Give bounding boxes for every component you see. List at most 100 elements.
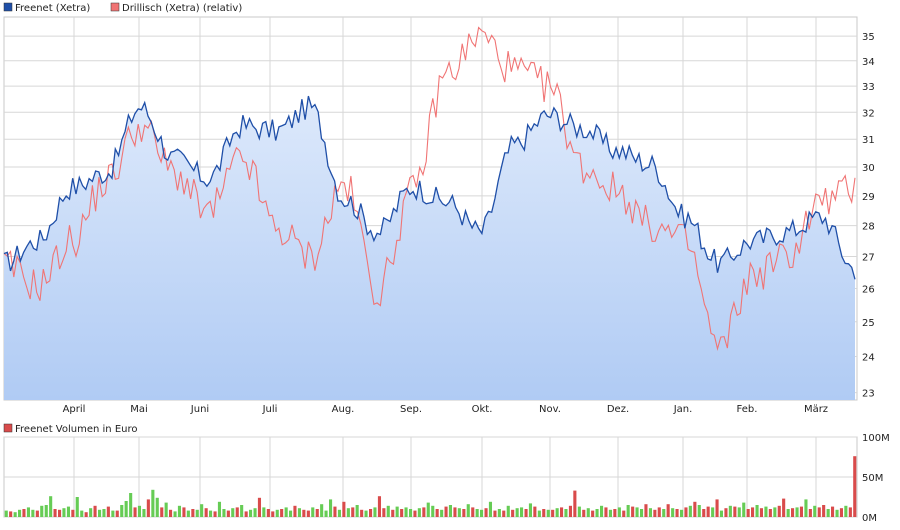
x-tick-label: März bbox=[804, 404, 828, 415]
volume-bar bbox=[497, 509, 501, 517]
volume-bar bbox=[18, 509, 22, 517]
volume-bar bbox=[80, 510, 84, 517]
volume-bar bbox=[204, 508, 208, 517]
volume-bar bbox=[631, 506, 635, 517]
volume-bar bbox=[120, 505, 124, 517]
x-tick-label: Mai bbox=[130, 404, 148, 415]
volume-bar bbox=[475, 509, 479, 517]
volume-bar bbox=[506, 505, 510, 517]
volume-bar bbox=[440, 509, 444, 517]
y-tick-label: 28 bbox=[862, 222, 875, 233]
volume-bar bbox=[826, 509, 830, 517]
volume-bar bbox=[808, 509, 812, 517]
x-tick-label: Nov. bbox=[539, 404, 561, 415]
volume-bar bbox=[93, 505, 97, 517]
volume-bar bbox=[768, 509, 772, 517]
volume-bar bbox=[151, 489, 155, 517]
volume-bar bbox=[58, 509, 62, 517]
x-tick-label: Juli bbox=[262, 404, 278, 415]
volume-bar bbox=[564, 509, 568, 517]
volume-bar bbox=[831, 506, 835, 517]
volume-bar bbox=[640, 509, 644, 517]
volume-bar bbox=[764, 506, 768, 517]
volume-bar bbox=[253, 508, 257, 517]
volume-bar bbox=[98, 509, 102, 517]
volume-bar bbox=[137, 505, 142, 517]
volume-bar bbox=[244, 511, 248, 517]
volume-bar bbox=[591, 510, 595, 517]
legend-label-freenet: Freenet (Xetra) bbox=[15, 3, 90, 14]
volume-bar bbox=[622, 510, 626, 517]
legend-swatch-drillisch bbox=[110, 2, 120, 12]
volume-bar bbox=[799, 506, 804, 517]
volume-bar bbox=[129, 493, 133, 517]
volume-bar bbox=[702, 509, 706, 517]
volume-bar bbox=[488, 501, 493, 517]
volume-bar bbox=[53, 509, 57, 517]
volume-bar bbox=[31, 509, 35, 517]
y-tick-label: 24 bbox=[862, 352, 875, 363]
volume-bar bbox=[40, 505, 44, 517]
volume-bar bbox=[297, 508, 302, 517]
x-tick-label: April bbox=[63, 404, 86, 415]
volume-bar bbox=[182, 507, 186, 517]
volume-bar bbox=[804, 499, 808, 517]
volume-bar bbox=[604, 507, 608, 517]
volume-bar bbox=[617, 507, 621, 517]
volume-bar bbox=[484, 508, 488, 517]
volume-bar bbox=[657, 507, 661, 517]
volume-bar bbox=[391, 509, 395, 517]
volume-bar bbox=[302, 509, 306, 517]
volume-bar bbox=[515, 508, 519, 517]
volume-bar bbox=[813, 505, 817, 517]
volume-bar bbox=[400, 509, 404, 517]
volume-bar bbox=[266, 509, 270, 517]
volume-bar bbox=[49, 496, 53, 517]
volume-bar bbox=[680, 509, 684, 517]
volume-bar bbox=[586, 508, 590, 517]
volume-bar bbox=[448, 505, 453, 517]
volume-bar bbox=[844, 505, 848, 517]
volume-bar bbox=[706, 506, 710, 517]
x-tick-label: Dez. bbox=[607, 404, 629, 415]
volume-bar bbox=[791, 508, 795, 517]
volume-bar bbox=[524, 509, 528, 517]
volume-bar bbox=[9, 511, 13, 517]
volume-bar bbox=[719, 510, 724, 517]
volume-bar bbox=[142, 509, 146, 517]
volume-bar bbox=[115, 510, 119, 517]
volume-bar bbox=[324, 510, 328, 517]
volume-bar bbox=[751, 507, 755, 517]
volume-bar bbox=[533, 506, 537, 517]
volume-bar bbox=[537, 510, 541, 517]
volume-bar bbox=[835, 509, 839, 517]
volume-bar bbox=[355, 505, 359, 517]
legend-swatch-volume bbox=[3, 423, 13, 433]
volume-bar bbox=[600, 505, 604, 517]
volume-bar bbox=[426, 502, 430, 517]
volume-bar bbox=[662, 509, 666, 517]
volume-bar bbox=[195, 509, 199, 517]
volume-bar bbox=[613, 509, 617, 517]
volume-bar bbox=[528, 503, 533, 517]
volume-bar bbox=[111, 510, 115, 517]
x-tick-label: Aug. bbox=[332, 404, 355, 415]
volume-bar bbox=[217, 501, 222, 517]
volume-bar bbox=[311, 507, 315, 517]
volume-bar bbox=[493, 510, 497, 517]
volume-bar bbox=[648, 508, 653, 517]
volume-bar bbox=[262, 507, 266, 517]
volume-bar bbox=[404, 507, 408, 517]
volume-bar bbox=[382, 508, 386, 517]
volume-bar bbox=[226, 510, 230, 517]
volume-bar bbox=[351, 507, 355, 517]
x-tick-label: Juni bbox=[190, 404, 209, 415]
volume-bar bbox=[89, 508, 93, 517]
volume-bar bbox=[369, 509, 373, 517]
volume-bar bbox=[386, 505, 390, 517]
volume-bar bbox=[848, 507, 852, 517]
volume-bar bbox=[444, 506, 448, 517]
volume-bar bbox=[608, 509, 613, 517]
volume-bar bbox=[364, 510, 368, 517]
volume-bar bbox=[666, 504, 670, 517]
